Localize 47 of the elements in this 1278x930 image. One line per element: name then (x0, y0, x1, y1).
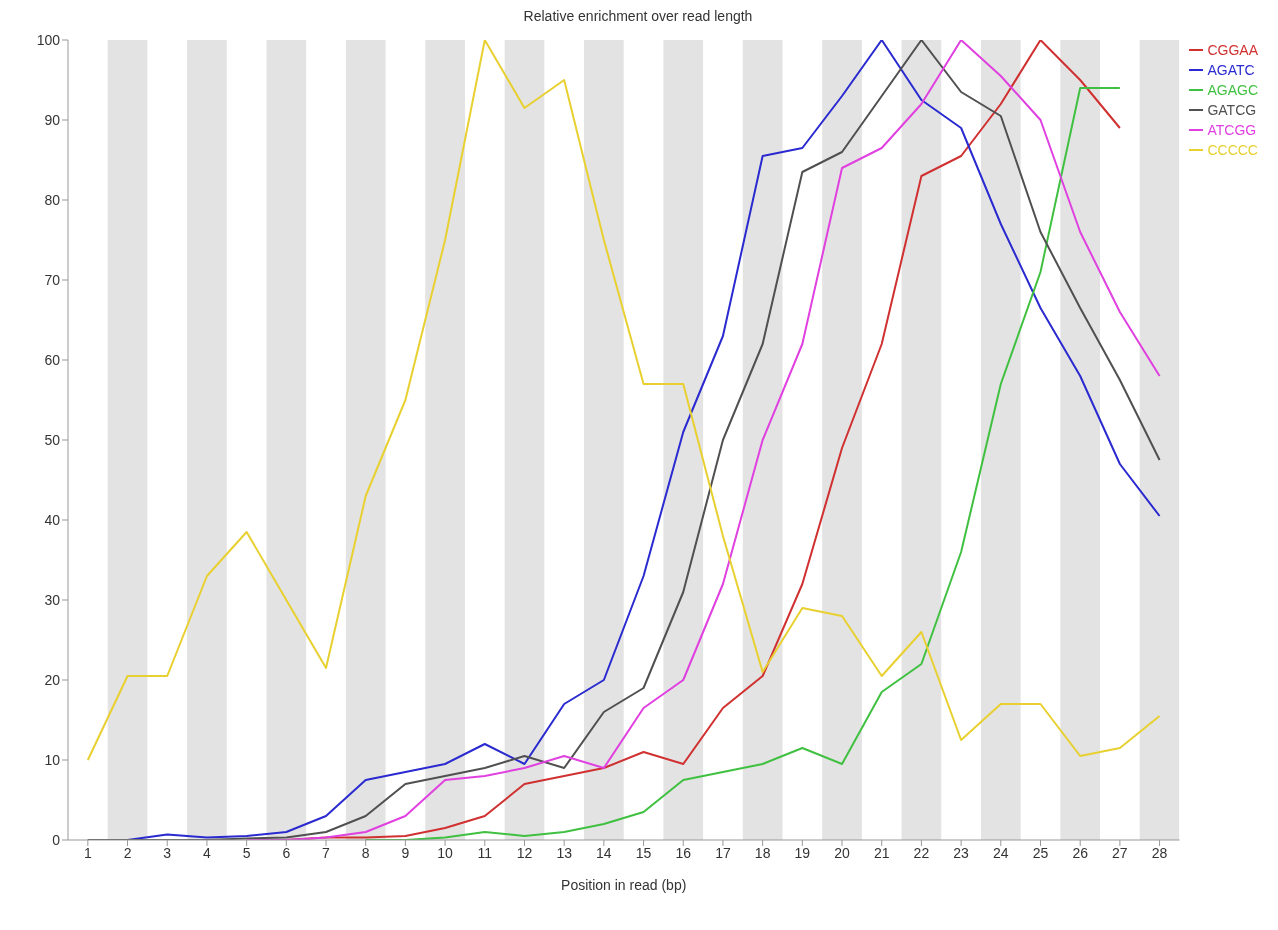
x-tick-label: 1 (83, 844, 92, 861)
x-tick-label: 18 (754, 844, 771, 861)
x-tick-label: 4 (203, 844, 212, 861)
x-tick-label: 15 (635, 844, 652, 861)
x-tick-label: 16 (675, 844, 692, 861)
x-axis-title: Position in read (bp) (561, 877, 687, 893)
y-tick-label: 40 (44, 511, 61, 528)
x-tick-label: 13 (556, 844, 573, 861)
y-tick-label: 0 (52, 831, 61, 848)
x-tick-label: 21 (873, 844, 890, 861)
x-tick-label: 14 (596, 844, 612, 861)
x-tick-label: 12 (516, 844, 533, 861)
x-tick-label: 20 (834, 844, 851, 861)
x-tick-label: 7 (322, 844, 331, 861)
x-tick-label: 2 (123, 844, 132, 861)
x-tick-label: 11 (477, 844, 493, 861)
x-tick-label: 28 (1151, 844, 1168, 861)
x-tick-label: 17 (715, 844, 731, 861)
x-tick-label: 8 (361, 844, 370, 861)
x-tick-label: 9 (401, 844, 410, 861)
y-tick-label: 100 (36, 31, 61, 48)
y-tick-label: 80 (44, 191, 61, 208)
legend-label: CCCCC (1207, 141, 1258, 160)
x-tick-label: 22 (913, 844, 930, 861)
legend-label: AGATC (1207, 61, 1255, 80)
legend-label: AGAGC (1207, 81, 1258, 100)
x-tick-label: 5 (242, 844, 251, 861)
x-tick-label: 19 (794, 844, 811, 861)
legend-label: CGGAA (1207, 41, 1258, 60)
legend-label: GATCG (1207, 101, 1257, 120)
y-tick-label: 50 (44, 431, 61, 448)
x-tick-label: 23 (953, 844, 970, 861)
x-tick-label: 26 (1072, 844, 1089, 861)
y-tick-label: 10 (44, 751, 61, 768)
legend-label: ATCGG (1207, 121, 1257, 140)
x-tick-label: 10 (437, 844, 454, 861)
x-tick-label: 3 (163, 844, 172, 861)
y-tick-label: 60 (44, 351, 61, 368)
x-tick-label: 27 (1112, 844, 1128, 861)
y-tick-label: 30 (44, 591, 61, 608)
x-tick-label: 24 (993, 844, 1009, 861)
y-tick-label: 20 (44, 671, 61, 688)
x-tick-label: 25 (1032, 844, 1049, 861)
x-tick-label: 6 (282, 844, 291, 861)
y-tick-label: 70 (44, 271, 61, 288)
chart-title: Relative enrichment over read length (522, 8, 754, 26)
y-tick-label: 90 (44, 111, 61, 128)
